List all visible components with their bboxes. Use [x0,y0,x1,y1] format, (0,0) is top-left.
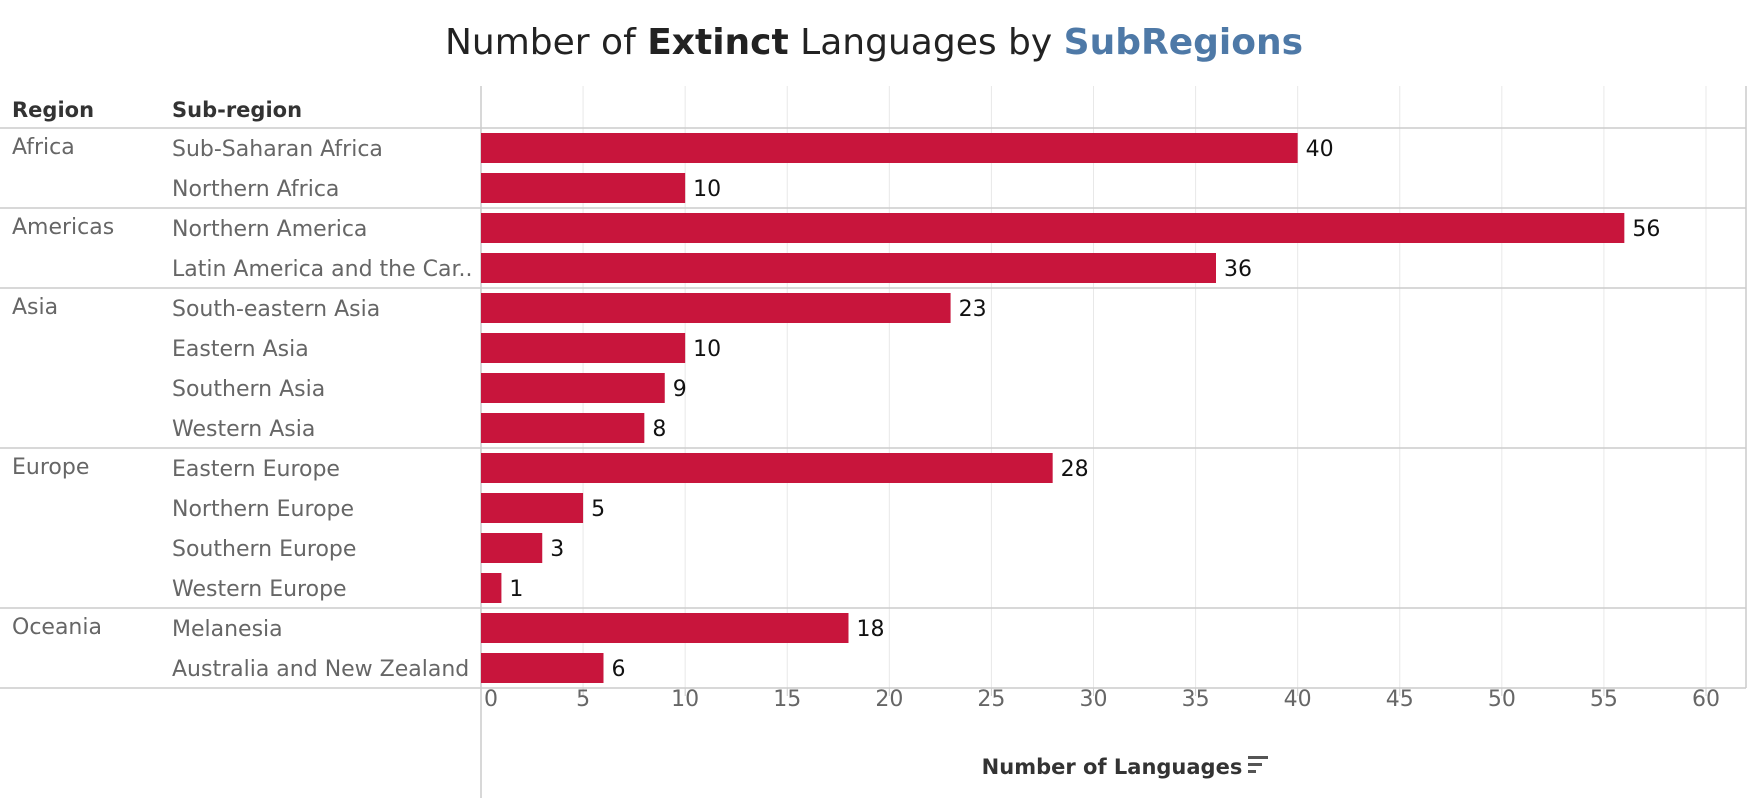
bar [481,293,951,323]
x-tick-label: 5 [576,687,590,712]
bar-value-label: 28 [1061,457,1089,482]
bar-value-label: 3 [550,537,564,562]
region-label: Asia [12,295,58,320]
sort-icon[interactable] [1248,756,1268,773]
bar [481,613,849,643]
subregion-label: Sub-Saharan Africa [172,137,383,162]
subregion-header: Sub-region [172,98,302,122]
bar-value-label: 10 [693,337,721,362]
subregion-label: Northern Europe [172,497,354,522]
subregion-label: South-eastern Asia [172,297,380,322]
x-tick-label: 60 [1692,687,1720,712]
x-tick-label: 40 [1284,687,1312,712]
x-tick-label: 30 [1080,687,1108,712]
subregion-label: Eastern Asia [172,337,309,362]
x-tick-label: 50 [1488,687,1516,712]
bar-value-label: 40 [1306,137,1334,162]
bar-value-label: 36 [1224,257,1252,282]
bar [481,493,584,523]
subregion-label: Western Asia [172,417,315,442]
subregion-label: Southern Asia [172,377,325,402]
bar-value-label: 5 [591,497,605,522]
x-tick-label: 20 [875,687,903,712]
bar-value-label: 6 [612,657,626,682]
subregion-label: Melanesia [172,617,283,642]
bar [481,373,665,403]
x-axis-title: Number of Languages [982,755,1243,779]
bar-value-label: 1 [509,577,523,602]
subregion-label: Northern Africa [172,177,339,202]
region-label: Africa [12,135,75,160]
bar [481,413,645,443]
bar [481,453,1053,483]
region-label: Americas [12,215,114,240]
bar [481,133,1298,163]
bar-value-label: 9 [673,377,687,402]
x-tick-label: 10 [671,687,699,712]
bar-value-label: 56 [1632,217,1660,242]
separator-layer [0,86,1747,798]
row-label-layer: Africa Sub-Saharan Africa Northern Africa A… [12,135,473,682]
bar-value-label: 18 [857,617,885,642]
bar [481,173,686,203]
x-tick-label: 15 [773,687,801,712]
title-accent: SubRegions [1064,22,1303,63]
x-tick-label: 45 [1386,687,1414,712]
subregion-label: Southern Europe [172,537,356,562]
x-tick-label: 0 [484,687,498,712]
axis-layer: 0 5 10 15 20 25 30 35 40 45 50 55 60 [480,687,1720,712]
bar [481,653,604,683]
bar-value-label: 8 [652,417,666,442]
bar [481,253,1216,283]
bar [481,573,502,603]
bar [481,333,686,363]
subregion-label: Australia and New Zealand [172,657,469,682]
subregion-label: Latin America and the Car.. [172,257,473,282]
bar-value-label: 10 [693,177,721,202]
title-bold: Extinct [647,22,789,63]
region-label: Europe [12,455,89,480]
subregion-label: Northern America [172,217,367,242]
x-tick-label: 35 [1182,687,1210,712]
title-prefix: Number of [445,22,647,63]
subregion-label: Eastern Europe [172,457,340,482]
bar-value-label: 23 [959,297,987,322]
title-middle: Languages by [789,22,1064,63]
chart-title: Number of Extinct Languages by SubRegion… [445,22,1303,63]
x-tick-label: 25 [977,687,1005,712]
grid-layer [582,86,1707,688]
bar [481,213,1625,243]
region-label: Oceania [12,615,102,640]
bar [481,533,543,563]
subregion-label: Western Europe [172,577,347,602]
x-tick-label: 55 [1590,687,1618,712]
region-header: Region [12,98,94,122]
